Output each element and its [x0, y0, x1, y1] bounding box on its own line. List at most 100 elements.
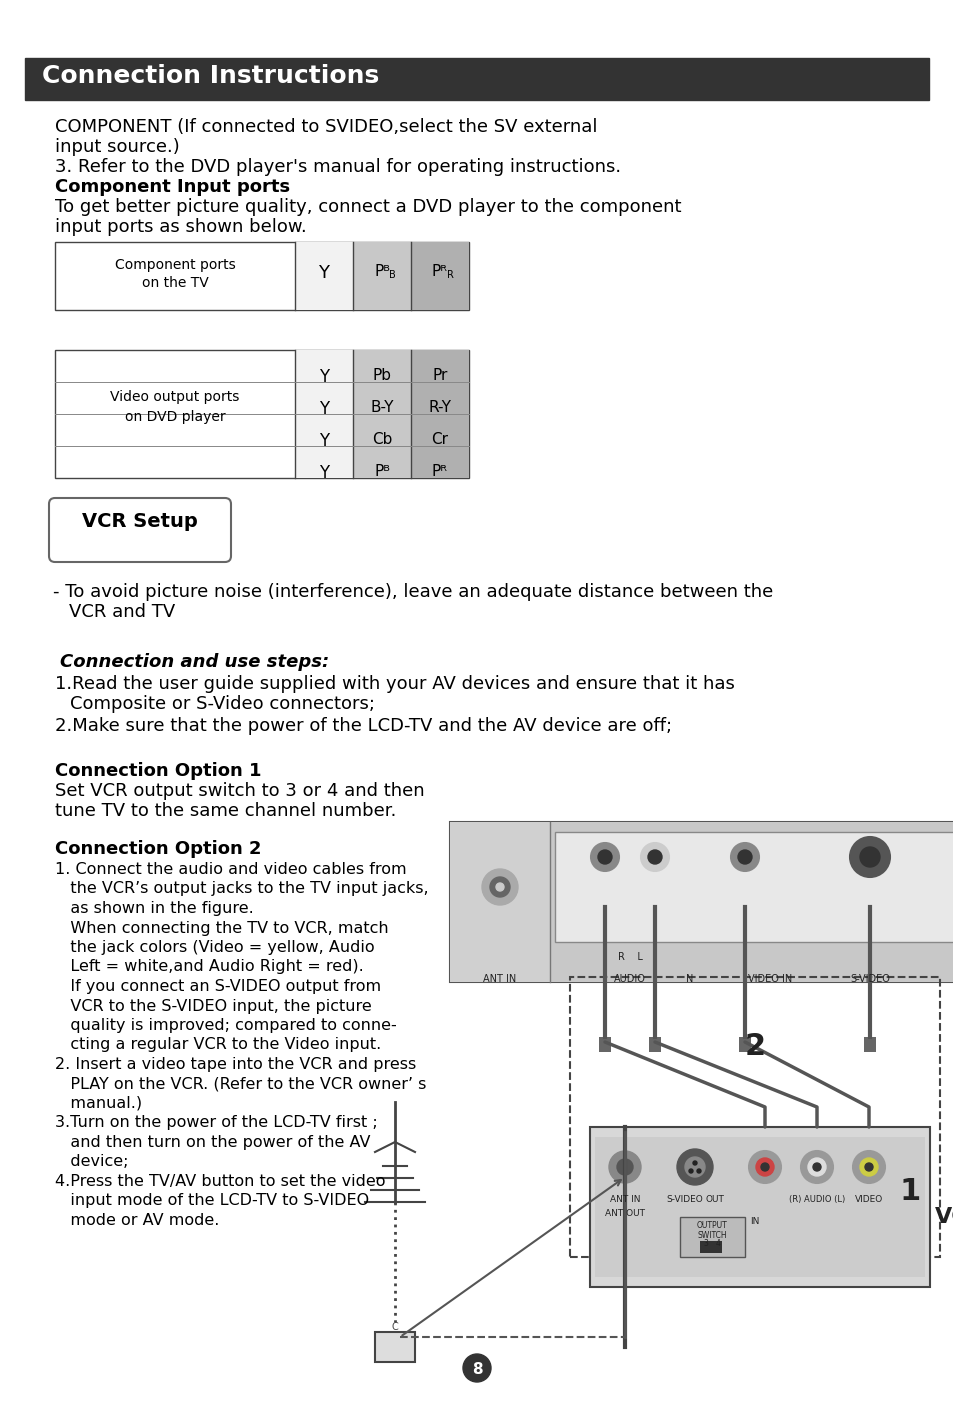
- Text: VIDEO IN: VIDEO IN: [747, 974, 791, 984]
- Circle shape: [730, 843, 759, 871]
- Text: PLAY on the VCR. (Refer to the VCR owner’ s: PLAY on the VCR. (Refer to the VCR owner…: [55, 1076, 426, 1091]
- Text: 1: 1: [899, 1177, 920, 1206]
- Circle shape: [812, 1163, 821, 1171]
- Text: N: N: [685, 974, 693, 984]
- Bar: [648, 1037, 660, 1052]
- Text: 2. Insert a video tape into the VCR and press: 2. Insert a video tape into the VCR and …: [55, 1056, 416, 1072]
- FancyBboxPatch shape: [49, 497, 231, 562]
- Text: S-VIDEO: S-VIDEO: [849, 974, 889, 984]
- Text: 4.Press the TV/AV button to set the video: 4.Press the TV/AV button to set the vide…: [55, 1174, 385, 1189]
- Bar: [679, 1217, 744, 1257]
- Circle shape: [807, 1159, 825, 1175]
- Bar: [411, 242, 469, 310]
- Text: 1. Connect the audio and video cables from: 1. Connect the audio and video cables fr…: [55, 862, 406, 877]
- Bar: [450, 822, 953, 982]
- Circle shape: [608, 1152, 640, 1182]
- Text: (R) AUDIO (L): (R) AUDIO (L): [788, 1195, 844, 1203]
- Text: Y: Y: [318, 368, 329, 387]
- Circle shape: [598, 850, 612, 864]
- Text: 8: 8: [471, 1362, 482, 1377]
- Text: R    L: R L: [617, 953, 641, 962]
- Text: Y: Y: [318, 401, 329, 417]
- Bar: [589, 1126, 929, 1288]
- Text: tune TV to the same channel number.: tune TV to the same channel number.: [55, 801, 395, 820]
- Bar: [55, 350, 469, 478]
- Bar: [353, 242, 411, 310]
- Text: Pb: Pb: [372, 368, 391, 382]
- Circle shape: [859, 848, 879, 867]
- Circle shape: [490, 877, 510, 897]
- Text: ANT OUT: ANT OUT: [604, 1209, 644, 1217]
- Text: device;: device;: [55, 1154, 129, 1170]
- Circle shape: [617, 1159, 633, 1175]
- Text: C: C: [392, 1323, 398, 1332]
- Text: input source.): input source.): [55, 139, 179, 156]
- Text: as shown in the figure.: as shown in the figure.: [55, 901, 253, 916]
- Bar: [550, 822, 953, 982]
- Bar: [294, 350, 353, 478]
- Text: Cr: Cr: [431, 432, 448, 447]
- Bar: [55, 242, 469, 310]
- Bar: [450, 822, 550, 982]
- Circle shape: [462, 1353, 491, 1381]
- Bar: [739, 1037, 750, 1052]
- Text: Y: Y: [318, 432, 329, 450]
- Circle shape: [692, 1161, 697, 1166]
- Text: Cb: Cb: [372, 432, 392, 447]
- Text: input mode of the LCD-TV to S-VIDEO: input mode of the LCD-TV to S-VIDEO: [55, 1194, 369, 1209]
- Circle shape: [849, 836, 889, 877]
- Text: Connection Instructions: Connection Instructions: [42, 64, 379, 88]
- Text: 3.Turn on the power of the LCD-TV first ;: 3.Turn on the power of the LCD-TV first …: [55, 1115, 377, 1131]
- Text: Pᴮ: Pᴮ: [374, 464, 390, 479]
- Text: input ports as shown below.: input ports as shown below.: [55, 219, 307, 235]
- Circle shape: [688, 1168, 692, 1173]
- Text: COMPONENT (If connected to SVIDEO,select the SV external: COMPONENT (If connected to SVIDEO,select…: [55, 118, 597, 136]
- Text: ANT IN: ANT IN: [609, 1195, 639, 1203]
- Circle shape: [864, 1163, 872, 1171]
- Text: 1.Read the user guide supplied with your AV devices and ensure that it has: 1.Read the user guide supplied with your…: [55, 675, 734, 693]
- Text: 3. Refer to the DVD player's manual for operating instructions.: 3. Refer to the DVD player's manual for …: [55, 158, 620, 177]
- Text: 2: 2: [743, 1033, 764, 1061]
- Circle shape: [697, 1168, 700, 1173]
- Bar: [411, 350, 469, 478]
- Text: on DVD player: on DVD player: [125, 410, 225, 425]
- Bar: [863, 1037, 875, 1052]
- Text: Y: Y: [318, 464, 329, 482]
- Text: the VCR’s output jacks to the TV input jacks,: the VCR’s output jacks to the TV input j…: [55, 881, 428, 897]
- Bar: [353, 350, 411, 478]
- Circle shape: [859, 1159, 877, 1175]
- Text: - To avoid picture noise (interference), leave an adequate distance between the: - To avoid picture noise (interference),…: [53, 583, 773, 601]
- Circle shape: [801, 1152, 832, 1182]
- Circle shape: [748, 1152, 781, 1182]
- Bar: [598, 1037, 610, 1052]
- Text: and then turn on the power of the AV: and then turn on the power of the AV: [55, 1135, 370, 1150]
- Circle shape: [738, 850, 751, 864]
- Circle shape: [590, 843, 618, 871]
- Text: VCR: VCR: [934, 1208, 953, 1227]
- Text: R: R: [447, 270, 454, 280]
- Circle shape: [760, 1163, 768, 1171]
- Text: Pᴮ: Pᴮ: [374, 263, 390, 279]
- Text: Pᴿ: Pᴿ: [432, 464, 448, 479]
- Text: B-Y: B-Y: [370, 401, 394, 415]
- Text: VIDEO: VIDEO: [854, 1195, 882, 1203]
- Text: quality is improved; compared to conne-: quality is improved; compared to conne-: [55, 1019, 396, 1033]
- Text: VCR to the S-VIDEO input, the picture: VCR to the S-VIDEO input, the picture: [55, 999, 372, 1013]
- Text: on the TV: on the TV: [141, 276, 208, 290]
- Text: mode or AV mode.: mode or AV mode.: [55, 1213, 219, 1229]
- Text: IN: IN: [749, 1217, 759, 1226]
- Text: cting a regular VCR to the Video input.: cting a regular VCR to the Video input.: [55, 1038, 381, 1052]
- Text: 2.Make sure that the power of the LCD-TV and the AV device are off;: 2.Make sure that the power of the LCD-TV…: [55, 717, 672, 736]
- Text: the jack colors (Video = yellow, Audio: the jack colors (Video = yellow, Audio: [55, 940, 375, 955]
- Text: Connection and use steps:: Connection and use steps:: [60, 653, 329, 671]
- Text: B: B: [389, 270, 395, 280]
- Text: manual.): manual.): [55, 1096, 142, 1111]
- Text: AUDIO: AUDIO: [614, 974, 645, 984]
- Text: R-Y: R-Y: [428, 401, 451, 415]
- Text: VCR Setup: VCR Setup: [82, 511, 197, 531]
- Circle shape: [640, 843, 668, 871]
- Bar: [700, 1241, 721, 1252]
- Text: Video output ports: Video output ports: [111, 389, 239, 403]
- Circle shape: [852, 1152, 884, 1182]
- Circle shape: [755, 1159, 773, 1175]
